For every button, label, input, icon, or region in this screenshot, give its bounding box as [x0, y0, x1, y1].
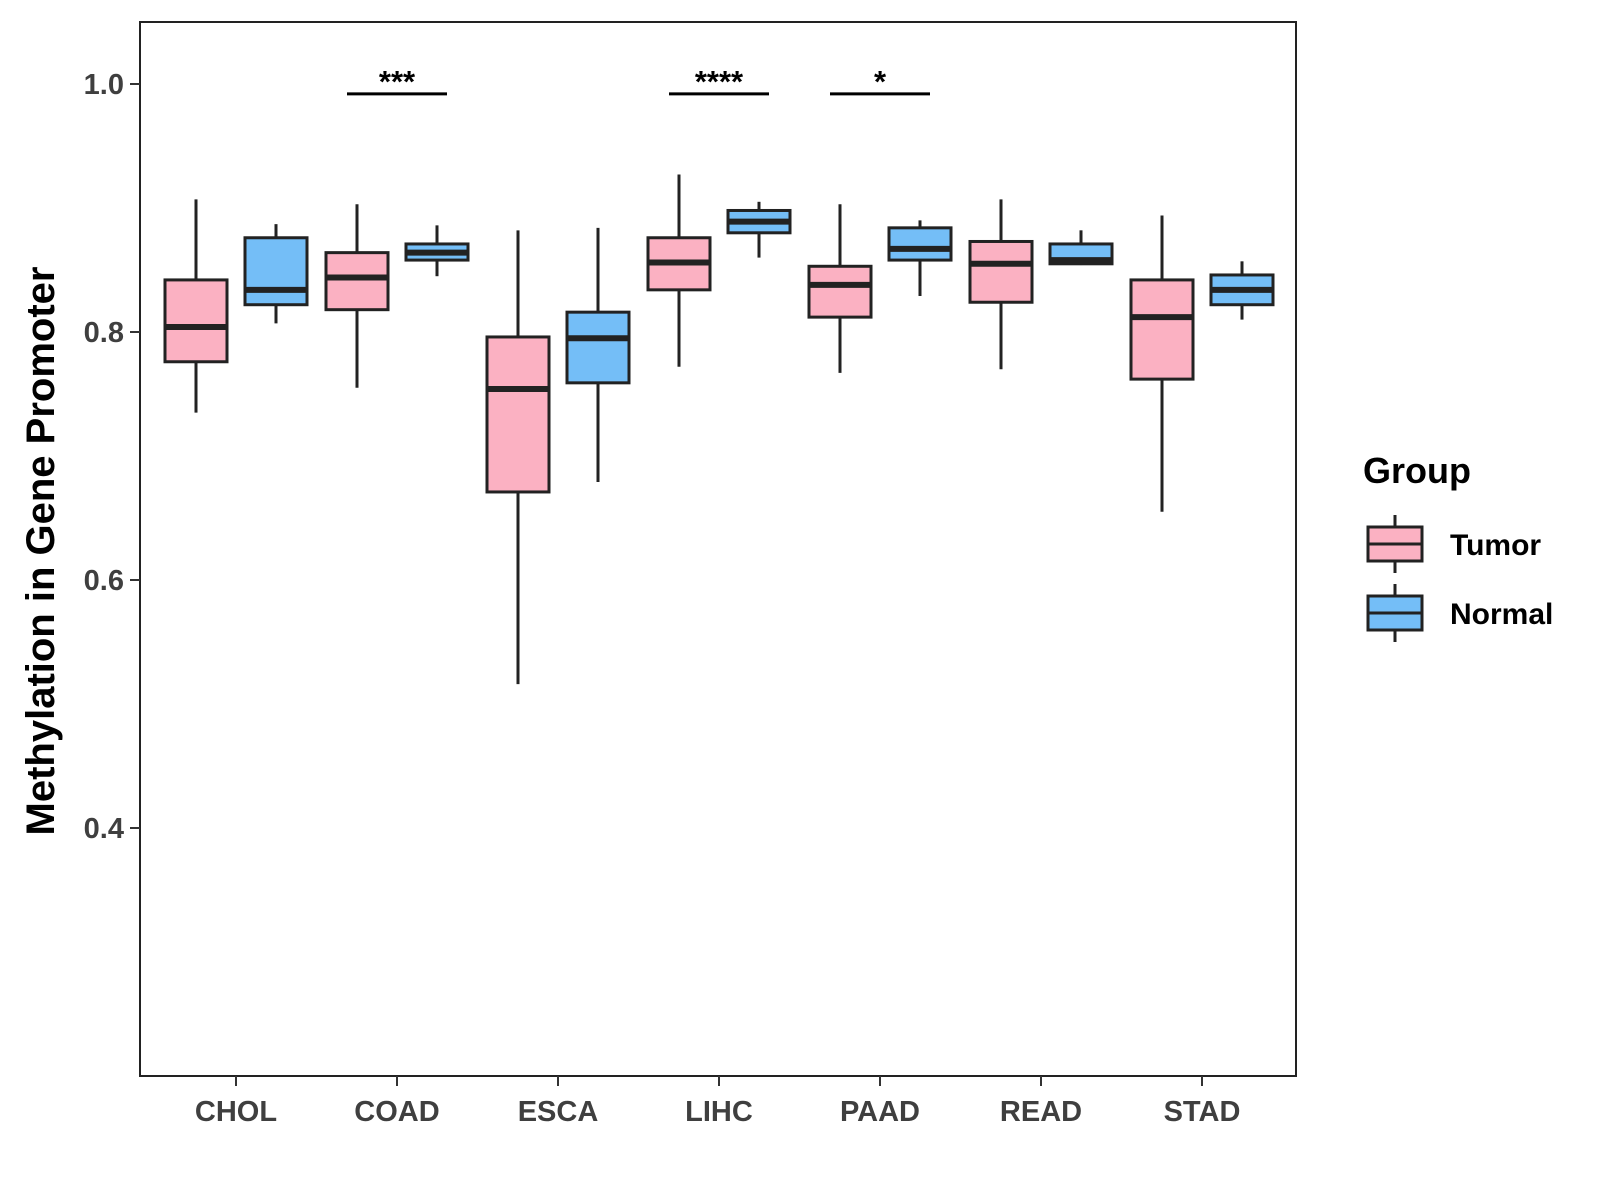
iqr-box — [1129, 278, 1195, 381]
iqr-box — [324, 251, 390, 312]
box-tumor-chol — [163, 199, 229, 413]
legend-title: Group — [1363, 450, 1471, 491]
significance-stars: **** — [695, 64, 744, 99]
significance-stars: *** — [379, 64, 416, 99]
significance-paad: * — [830, 64, 930, 99]
y-tick-label: 0.6 — [84, 565, 124, 597]
x-tick-label: LIHC — [685, 1096, 753, 1128]
iqr-box — [887, 226, 953, 262]
iqr-box — [485, 335, 551, 494]
significance-lihc: **** — [669, 64, 769, 99]
box-normal-chol — [243, 224, 309, 324]
box-series — [163, 174, 1275, 685]
box-tumor-coad — [324, 204, 390, 388]
x-tick-label: READ — [1000, 1096, 1082, 1128]
box-normal-read — [1048, 230, 1114, 266]
x-tick-label: STAD — [1164, 1096, 1241, 1128]
y-axis-title: Methylation in Gene Promoter — [19, 267, 63, 836]
x-tick-label: PAAD — [840, 1096, 920, 1128]
iqr-box — [968, 239, 1034, 304]
series-normal — [243, 201, 1275, 483]
box-normal-esca — [565, 227, 631, 483]
significance-coad: *** — [347, 64, 447, 99]
plot-panel — [139, 21, 1297, 1077]
box-tumor-esca — [485, 230, 551, 685]
significance-annotations: *** **** * — [347, 64, 930, 99]
y-tick-label: 0.4 — [84, 813, 124, 845]
x-tick-label: CHOL — [195, 1096, 277, 1128]
series-tumor — [163, 174, 1195, 685]
legend-item-normal: Normal — [1366, 584, 1553, 642]
iqr-box — [163, 278, 229, 364]
box-tumor-paad — [807, 204, 873, 373]
legend-item-tumor: Tumor — [1366, 515, 1541, 573]
iqr-box — [243, 236, 309, 307]
x-tick-label: COAD — [354, 1096, 439, 1128]
box-normal-coad — [404, 225, 470, 277]
axes: 0.4 0.6 0.8 1.0 CHOL COAD ESCA LIHC PAAD READ STAD… — [19, 69, 1240, 1128]
legend-label: Tumor — [1450, 529, 1541, 562]
significance-stars: * — [874, 64, 887, 99]
box-normal-lihc — [726, 201, 792, 258]
box-tumor-lihc — [646, 174, 712, 367]
legend: Group Tumor Normal — [1363, 450, 1553, 642]
box-tumor-read — [968, 199, 1034, 370]
x-tick-label: ESCA — [518, 1096, 599, 1128]
box-normal-stad — [1209, 261, 1275, 320]
iqr-box — [807, 264, 873, 319]
y-tick-label: 1.0 — [84, 69, 124, 101]
plot-panel-border — [139, 21, 1297, 1077]
box-normal-paad — [887, 220, 953, 297]
box-tumor-stad — [1129, 215, 1195, 512]
y-tick-label: 0.8 — [84, 317, 124, 349]
iqr-box — [565, 310, 631, 385]
legend-label: Normal — [1450, 598, 1553, 631]
